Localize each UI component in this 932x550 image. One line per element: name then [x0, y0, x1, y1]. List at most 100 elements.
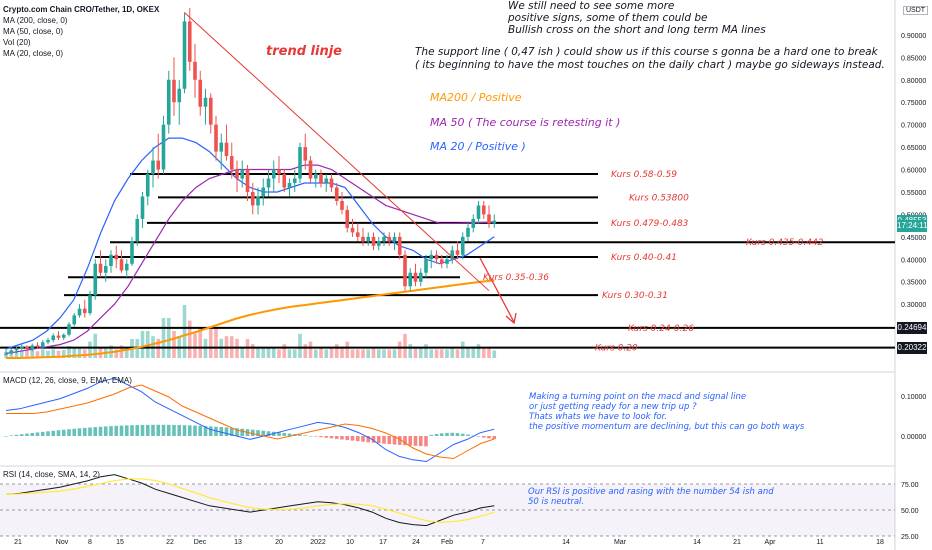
indicator-ma200[interactable]: MA (200, close, 0)	[3, 16, 68, 25]
indicator-ma50[interactable]: MA (50, close, 0)	[3, 27, 64, 36]
macd-histogram-bar	[240, 428, 245, 436]
candle-body	[324, 178, 329, 183]
level-label: Kurs 0.435-0.442	[746, 238, 824, 248]
price-tick-label: 0.75000	[901, 100, 926, 107]
candle-body	[46, 340, 50, 343]
volume-bar	[466, 346, 470, 358]
candle-body	[450, 250, 455, 260]
macd-histogram-bar	[308, 435, 313, 437]
candle-body	[413, 272, 418, 282]
candle-body	[434, 254, 439, 260]
macd-histogram-bar	[340, 436, 344, 440]
candle-body	[219, 142, 224, 152]
candle-body	[187, 21, 192, 62]
candle-body	[77, 308, 82, 316]
candle-body	[135, 218, 140, 242]
volume-bar	[140, 331, 145, 358]
macd-histogram-bar	[135, 425, 140, 436]
volume-bar	[93, 333, 98, 358]
macd-histogram-bar	[366, 436, 371, 443]
trend-line-group	[184, 12, 517, 325]
time-tick-label: 14	[693, 539, 701, 546]
support-note-line: ( its beginning to have the most touches…	[415, 59, 885, 71]
candle-body	[67, 324, 71, 335]
volume-bar	[371, 346, 376, 358]
candle-body	[182, 21, 187, 89]
price-tick-label: 0.40000	[901, 257, 926, 264]
volume-bar	[40, 349, 45, 358]
price-tick-label: 0.90000	[901, 33, 926, 40]
rsi-label[interactable]: RSI (14, close, SMA, 14, 2)	[3, 470, 100, 479]
volume-bar	[376, 349, 381, 358]
volume-bar	[350, 349, 355, 358]
candle-body	[355, 232, 360, 237]
macd-histogram-bar	[256, 430, 260, 436]
macd-histogram-bar	[61, 429, 66, 436]
macd-histogram-bar	[324, 436, 329, 438]
macd-tick-label: 0.00000	[901, 434, 926, 441]
macd-tick-label: 0.10000	[901, 394, 926, 401]
volume-bar	[418, 346, 423, 358]
volume-bar	[408, 344, 413, 358]
candle-body	[25, 346, 29, 350]
macd-note-line: the positive momentum are declining, but…	[529, 422, 805, 432]
macd-histogram-bar	[19, 434, 24, 436]
candle-body	[30, 345, 35, 350]
volume-bar	[382, 349, 386, 358]
volume-bar	[187, 320, 192, 358]
volume-bar	[214, 328, 218, 358]
candle-body	[334, 187, 339, 201]
time-tick-label: Mar	[614, 539, 627, 546]
ma20-label: MA 20 / Positive )	[430, 140, 526, 153]
volume-bar	[161, 318, 166, 358]
trend-line	[184, 12, 490, 292]
candle-body	[124, 263, 129, 271]
macd-histogram-bar	[88, 427, 92, 436]
candle-body	[292, 178, 297, 183]
volume-bar	[434, 349, 439, 358]
macd-histogram-bar	[67, 429, 71, 436]
volume-bar	[287, 349, 292, 358]
candle-body	[40, 342, 45, 347]
candle-body	[109, 254, 113, 267]
macd-histogram-bar	[403, 436, 407, 446]
volume-bar	[424, 344, 428, 358]
candle-body	[256, 196, 260, 206]
currency-badge[interactable]: USDT	[903, 6, 929, 15]
candle-body	[224, 142, 229, 157]
candle-body	[319, 174, 323, 183]
volume-bar	[240, 346, 245, 358]
candle-body	[229, 156, 234, 170]
volume-bar	[61, 350, 66, 358]
macd-histogram-bar	[397, 436, 402, 445]
volume-bar	[450, 346, 455, 358]
price-axis: 0.200000.250000.300000.350000.400000.450…	[901, 33, 926, 354]
candle-body	[460, 236, 465, 255]
macd-label[interactable]: MACD (12, 26, close, 9, EMA, EMA)	[3, 376, 132, 385]
macd-histogram-bar	[298, 434, 302, 436]
moving-averages	[5, 137, 495, 359]
volume-bar	[308, 341, 313, 358]
macd-histogram-bar	[77, 428, 82, 436]
time-tick-label: 8	[88, 539, 92, 546]
volume-bar	[387, 349, 392, 358]
macd-note: Making a turning point on the macd and s…	[529, 392, 804, 432]
candle-body	[445, 259, 449, 264]
macd-histogram-bar	[119, 425, 124, 436]
time-tick-label: 14	[562, 539, 570, 546]
volume-bar	[329, 346, 334, 358]
indicator-volume[interactable]: Vol (20)	[3, 38, 31, 47]
macd-histogram-bar	[445, 432, 449, 436]
symbol-title[interactable]: Crypto.com Chain CRO/Tether, 1D, OKEX	[3, 5, 160, 14]
candle-body	[82, 308, 87, 314]
volume-bar	[303, 344, 308, 358]
indicator-ma20[interactable]: MA (20, close, 0)	[3, 49, 64, 58]
volume-bar	[51, 349, 56, 358]
candle-body	[261, 187, 266, 197]
volume-bar	[366, 349, 371, 358]
macd-histogram-bar	[224, 427, 229, 436]
candle-body	[361, 236, 365, 242]
macd-histogram-bar	[418, 436, 423, 447]
volume-bar	[392, 349, 397, 358]
